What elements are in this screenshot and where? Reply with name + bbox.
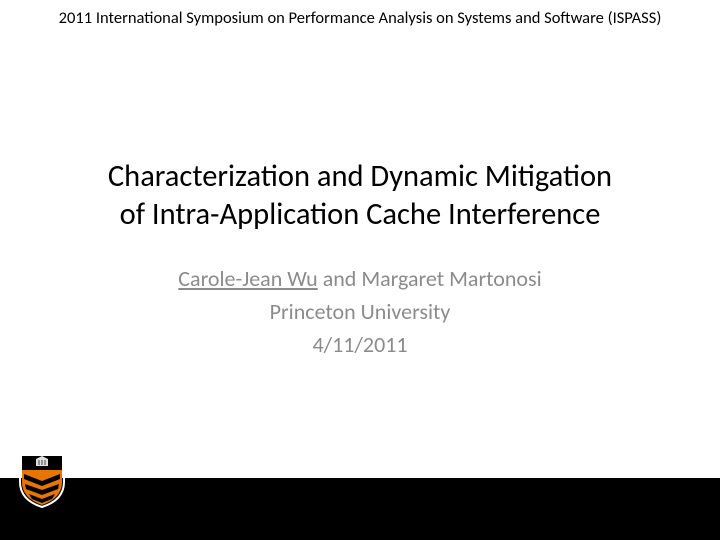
- footer-bar: [0, 478, 720, 540]
- princeton-shield-icon: [18, 452, 66, 508]
- title-line-2: of Intra-Application Cache Interference: [60, 196, 660, 234]
- author-secondary: and Margaret Martonosi: [318, 265, 542, 292]
- conference-header: 2011 International Symposium on Performa…: [0, 8, 720, 28]
- affiliation: Princeton University: [60, 295, 660, 328]
- author-line: Carole-Jean Wu and Margaret Martonosi: [60, 262, 660, 295]
- slide-title: Characterization and Dynamic Mitigation …: [60, 158, 660, 234]
- presentation-date: 4/11/2011: [60, 328, 660, 361]
- author-primary: Carole-Jean Wu: [178, 265, 317, 292]
- authors-block: Carole-Jean Wu and Margaret Martonosi Pr…: [60, 262, 660, 361]
- title-line-1: Characterization and Dynamic Mitigation: [60, 158, 660, 196]
